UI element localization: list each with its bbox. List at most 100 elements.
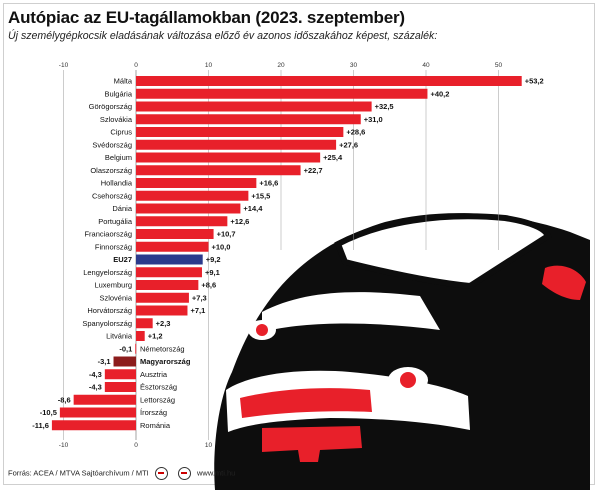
category-label: Románia <box>140 421 171 430</box>
value-label: -10,5 <box>40 408 57 417</box>
bar-8 <box>136 178 257 188</box>
bars <box>51 76 522 431</box>
value-label: -4,3 <box>89 383 102 392</box>
value-label: -3,1 <box>98 357 111 366</box>
bar-26 <box>59 407 136 418</box>
top-tick-label: 20 <box>277 62 285 69</box>
category-label: Észtország <box>140 383 177 392</box>
category-label: Luxemburg <box>94 281 132 290</box>
bar-21 <box>135 343 137 354</box>
category-label: Szlovénia <box>99 293 132 302</box>
value-label: +15,5 <box>251 191 270 200</box>
bottom-axis-ticks: -10 0 10 <box>59 442 213 449</box>
category-label: Ciprus <box>110 128 132 137</box>
bar-12 <box>136 229 214 239</box>
value-label: +7,1 <box>190 306 205 315</box>
footer-source: Forrás: ACEA / MTVA Sajtóarchívum / MTI <box>8 468 149 478</box>
value-label: +10,0 <box>212 242 231 251</box>
bar-22 <box>113 356 136 367</box>
value-label: +2,3 <box>156 319 171 328</box>
category-label: Svédország <box>92 140 132 149</box>
category-label: EU27 <box>113 255 132 264</box>
value-label: +1,2 <box>148 332 163 341</box>
top-tick-label: -10 <box>59 62 69 69</box>
value-label: +27,6 <box>339 140 358 149</box>
category-label: Lengyelország <box>83 268 132 277</box>
top-axis-ticks: -10 0 10 20 30 40 50 <box>59 62 503 69</box>
bar-1 <box>136 88 428 99</box>
category-label: Portugália <box>98 217 133 226</box>
bar-2 <box>136 101 372 112</box>
category-label: Ausztria <box>140 370 168 379</box>
value-label: -8,6 <box>58 395 71 404</box>
value-label: +16,6 <box>259 179 278 188</box>
category-label: Magyarország <box>140 357 191 366</box>
footer: Forrás: ACEA / MTVA Sajtóarchívum / MTI … <box>8 467 235 480</box>
bar-15 <box>136 267 202 278</box>
category-label: Litvánia <box>106 332 133 341</box>
value-label: +7,3 <box>192 293 207 302</box>
value-label: +32,5 <box>375 102 394 111</box>
category-label: Franciaország <box>84 230 132 239</box>
mtva-logo-icon <box>154 467 168 480</box>
car-windshield <box>334 213 552 290</box>
category-label: Spanyolország <box>82 319 132 328</box>
chart-title: Autópiac az EU-tagállamokban (2023. szep… <box>8 8 405 27</box>
category-labels: Málta Bulgária Görögország Szlovákia Ciprus S… <box>82 77 190 430</box>
footer-site[interactable]: www.mti.hu <box>197 468 236 478</box>
bottom-tick-label: 0 <box>134 442 138 449</box>
bar-16 <box>136 280 199 290</box>
car-body <box>214 213 590 490</box>
bar-0 <box>136 76 522 86</box>
bar-9 <box>136 190 249 201</box>
category-label: Horvátország <box>87 306 132 315</box>
bar-19 <box>136 318 153 329</box>
bar-18 <box>136 305 188 316</box>
car-red-grille <box>240 388 372 418</box>
category-label: Szlovákia <box>100 115 133 124</box>
value-labels: +53,2 +40,2 +32,5 +31,0 +28,6 +27,6 +25,4+22,7… <box>32 77 543 430</box>
category-label: Németország <box>140 344 185 353</box>
value-label: -4,3 <box>89 370 102 379</box>
bar-11 <box>136 216 228 227</box>
top-tick-label: 50 <box>495 62 503 69</box>
category-label: Hollandia <box>101 179 133 188</box>
car-hood-highlight <box>262 292 440 332</box>
value-label: +28,6 <box>346 128 365 137</box>
bar-27 <box>51 420 136 431</box>
car-illustration <box>214 213 590 490</box>
value-label: +40,2 <box>430 89 449 98</box>
category-label: Csehország <box>92 191 132 200</box>
bar-4 <box>136 127 344 137</box>
mti-logo-icon <box>177 467 191 480</box>
category-label: Bulgária <box>104 89 132 98</box>
car-mirror <box>542 265 586 300</box>
bottom-tick-label: 10 <box>205 442 213 449</box>
bottom-tick-label: -10 <box>59 442 69 449</box>
bar-7 <box>136 165 301 176</box>
value-label: +22,7 <box>304 166 323 175</box>
bar-10 <box>136 203 241 214</box>
value-label: +14,4 <box>243 204 263 213</box>
bar-3 <box>136 114 361 125</box>
bar-25 <box>73 394 136 405</box>
value-label: +25,4 <box>323 153 343 162</box>
category-label: Finnország <box>95 242 132 251</box>
bar-23 <box>104 369 136 380</box>
value-label: +12,6 <box>230 217 249 226</box>
bar-6 <box>136 152 321 163</box>
value-label: +10,7 <box>217 230 236 239</box>
value-label: +9,2 <box>206 255 221 264</box>
category-label: Lettország <box>140 395 175 404</box>
chart-subtitle: Új személygépkocsik eladásának változása… <box>8 30 438 42</box>
category-label: Belgium <box>105 153 132 162</box>
value-label: +31,0 <box>364 115 383 124</box>
bar-17 <box>136 292 189 303</box>
top-tick-label: 0 <box>134 62 138 69</box>
category-label: Görögország <box>89 102 132 111</box>
bar-24 <box>104 382 136 392</box>
top-tick-label: 30 <box>350 62 358 69</box>
value-label: +9,1 <box>205 268 220 277</box>
value-label: -11,6 <box>32 421 49 430</box>
category-label: Dánia <box>112 204 132 213</box>
